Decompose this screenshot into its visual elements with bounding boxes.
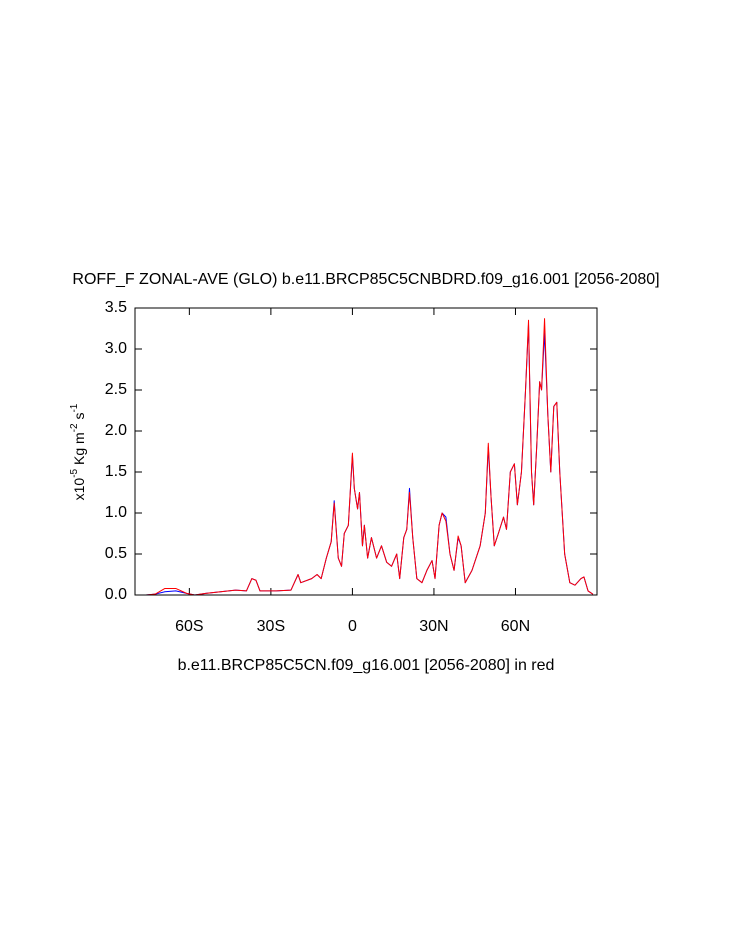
y-label-part: x10 [71, 478, 87, 501]
y-tick-label: 1.5 [105, 463, 127, 480]
x-tick-label: 30S [257, 618, 285, 635]
y-label-part: -5 [69, 468, 80, 477]
y-tick-label: 3.5 [105, 299, 127, 316]
x-tick-label: 60S [175, 618, 203, 635]
y-axis-label: x10-5 Kg m-2 s-1 [69, 403, 87, 500]
y-label-part: s [71, 413, 87, 424]
plot-frame [134, 307, 598, 596]
y-tick-label: 0.5 [105, 545, 127, 562]
chart-title: ROFF_F ZONAL-AVE (GLO) b.e11.BRCP85C5CNB… [72, 271, 659, 288]
y-tick-label: 1.0 [105, 504, 127, 521]
x-tick-label: 0 [348, 618, 357, 635]
x-tick-label: 30N [419, 618, 448, 635]
y-label-part: -2 [69, 423, 80, 432]
y-label-part: -1 [69, 403, 80, 412]
y-tick-label: 2.5 [105, 381, 127, 398]
y-label-part: Kg m [71, 432, 87, 469]
y-tick-label: 2.0 [105, 422, 127, 439]
x-axis-label: b.e11.BRCP85C5CN.f09_g16.001 [2056-2080]… [178, 657, 555, 674]
data-line [135, 318, 594, 596]
x-tick-label: 60N [501, 618, 530, 635]
y-tick-label: 3.0 [105, 340, 127, 357]
y-tick-label: 0.0 [105, 586, 127, 603]
